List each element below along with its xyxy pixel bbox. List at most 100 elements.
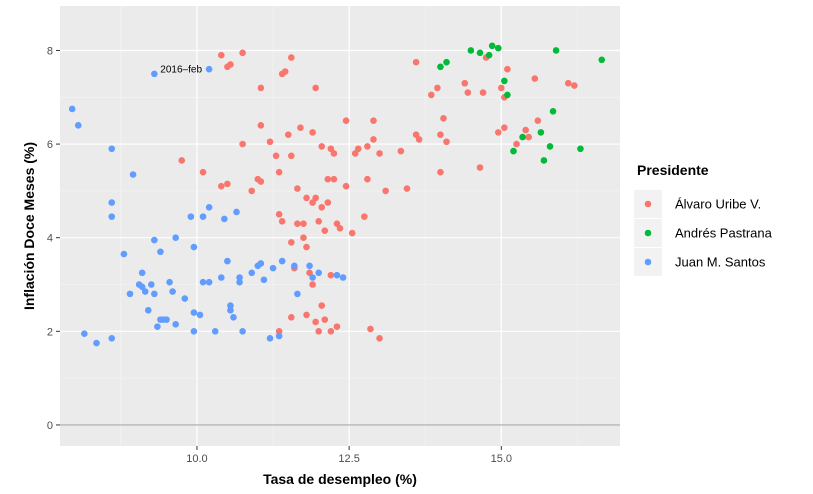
legend-key-marker [644,229,652,237]
point-alvaro-uribe-v [218,182,225,190]
point-juan-m-santos [196,311,204,319]
point-juan-m-santos [151,236,158,244]
point-juan-m-santos [236,274,243,281]
point-alvaro-uribe-v [275,168,283,176]
point-alvaro-uribe-v [294,185,301,192]
y-tick-label: 6 [47,139,53,151]
point-alvaro-uribe-v [370,117,377,124]
point-juan-m-santos [260,276,268,284]
y-tick-label: 4 [47,233,53,245]
point-alvaro-uribe-v [351,150,359,157]
point-andres-pastrana [443,58,450,66]
point-alvaro-uribe-v [327,145,335,153]
y-tick-label: 8 [47,45,53,57]
point-juan-m-santos [126,290,134,298]
point-juan-m-santos [294,290,301,298]
point-alvaro-uribe-v [364,143,371,150]
point-alvaro-uribe-v [300,234,307,242]
point-juan-m-santos [230,313,237,321]
point-alvaro-uribe-v [257,178,265,185]
point-alvaro-uribe-v [297,124,304,132]
point-alvaro-uribe-v [434,84,441,92]
point-alvaro-uribe-v [412,131,420,139]
point-alvaro-uribe-v [257,84,265,92]
x-tick-label: 10.0 [186,453,207,465]
point-alvaro-uribe-v [437,168,444,176]
point-juan-m-santos [211,328,219,335]
point-juan-m-santos [93,339,100,347]
point-alvaro-uribe-v [278,218,286,225]
point-alvaro-uribe-v [361,213,368,220]
point-andres-pastrana [540,157,548,164]
point-juan-m-santos [233,208,240,216]
point-alvaro-uribe-v [315,328,322,335]
point-juan-m-santos [129,171,137,178]
point-alvaro-uribe-v [227,61,234,68]
annotation-label: 2016–feb [160,65,202,76]
point-alvaro-uribe-v [415,136,423,143]
point-juan-m-santos [205,278,213,286]
point-alvaro-uribe-v [288,239,295,246]
point-juan-m-santos [227,306,234,314]
legend-label: Álvaro Uribe V. [675,197,761,212]
point-juan-m-santos [120,250,128,258]
point-juan-m-santos [190,309,198,316]
point-juan-m-santos [309,274,316,281]
point-andres-pastrana [501,77,508,85]
point-alvaro-uribe-v [333,323,341,330]
point-juan-m-santos [190,328,198,335]
point-juan-m-santos [108,335,116,342]
point-andres-pastrana [549,108,557,115]
point-alvaro-uribe-v [342,182,350,190]
point-andres-pastrana [577,145,584,153]
point-andres-pastrana [494,44,502,52]
point-alvaro-uribe-v [321,316,329,323]
x-tick-label: 12.5 [338,453,359,465]
point-alvaro-uribe-v [224,180,231,188]
point-juan-m-santos [205,65,213,73]
point-juan-m-santos [257,260,265,267]
point-alvaro-uribe-v [564,79,572,87]
point-alvaro-uribe-v [522,126,529,134]
point-alvaro-uribe-v [312,84,319,92]
point-andres-pastrana [552,47,560,54]
point-juan-m-santos [172,320,179,328]
point-alvaro-uribe-v [479,89,487,96]
legend-key-marker [644,200,652,208]
point-alvaro-uribe-v [248,187,256,195]
y-tick-label: 2 [47,326,53,338]
point-alvaro-uribe-v [239,49,246,57]
point-juan-m-santos [239,328,246,335]
point-alvaro-uribe-v [266,138,274,146]
point-alvaro-uribe-v [315,218,322,225]
point-juan-m-santos [160,316,167,323]
point-juan-m-santos [108,213,116,220]
point-juan-m-santos [269,264,277,272]
point-juan-m-santos [172,234,179,242]
point-alvaro-uribe-v [324,175,332,183]
point-alvaro-uribe-v [382,187,389,195]
point-alvaro-uribe-v [403,185,411,192]
point-alvaro-uribe-v [306,269,313,277]
point-alvaro-uribe-v [370,136,377,143]
point-alvaro-uribe-v [461,79,469,87]
point-juan-m-santos [227,302,234,309]
point-alvaro-uribe-v [324,199,332,206]
point-alvaro-uribe-v [218,51,225,59]
point-juan-m-santos [339,274,347,281]
point-juan-m-santos [151,290,158,298]
point-juan-m-santos [166,278,173,286]
point-alvaro-uribe-v [342,117,350,124]
point-alvaro-uribe-v [257,122,265,129]
point-juan-m-santos [248,269,256,277]
point-alvaro-uribe-v [300,220,307,227]
point-alvaro-uribe-v [367,325,374,333]
point-alvaro-uribe-v [437,131,444,139]
point-alvaro-uribe-v [275,210,283,218]
point-juan-m-santos [151,70,158,78]
point-juan-m-santos [224,257,231,265]
point-alvaro-uribe-v [412,58,420,66]
point-alvaro-uribe-v [376,335,383,342]
point-alvaro-uribe-v [318,143,326,150]
point-alvaro-uribe-v [397,147,405,155]
